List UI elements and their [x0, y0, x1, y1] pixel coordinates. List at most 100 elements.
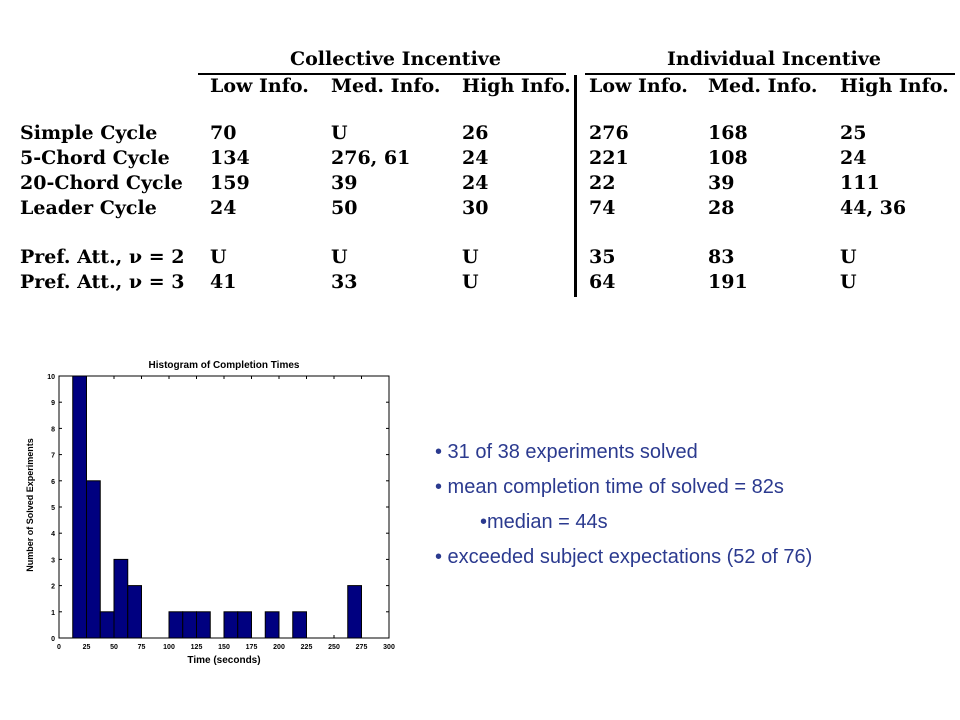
histogram-bar	[292, 611, 307, 639]
histogram-bar	[182, 611, 197, 639]
table-cell: U	[210, 246, 227, 268]
table-cell: 22	[589, 172, 616, 194]
histogram-bar	[264, 611, 280, 639]
x-tick-label: 175	[246, 644, 258, 651]
histogram-bar	[99, 611, 115, 639]
table-cell: 24	[210, 197, 237, 219]
table-cell: U	[840, 271, 857, 293]
bullet-item: • 31 of 38 experiments solved	[435, 441, 698, 463]
table-cell: 33	[331, 271, 358, 293]
x-tick-label: 0	[57, 644, 61, 651]
y-tick-label: 2	[51, 584, 55, 591]
histogram-bar	[223, 611, 239, 639]
y-tick-label: 6	[51, 479, 55, 486]
row-label: Leader Cycle	[20, 197, 157, 219]
table-cell: 276	[589, 122, 629, 144]
table-cell: U	[331, 246, 348, 268]
table-cell: 168	[708, 122, 748, 144]
y-tick-label: 8	[51, 426, 55, 433]
col-header: Med. Info.	[331, 75, 441, 97]
col-header: Low Info.	[589, 75, 688, 97]
table-cell: 24	[840, 147, 867, 169]
results-table: Collective Incentive Individual Incentiv…	[0, 0, 960, 320]
table-cell: U	[840, 246, 857, 268]
table-cell: 64	[589, 271, 616, 293]
table-cell: 39	[708, 172, 735, 194]
completion-time-histogram: Histogram of Completion Times Number of …	[25, 360, 395, 666]
histogram-bar	[86, 480, 101, 639]
y-tick-label: 5	[51, 505, 55, 512]
row-label: 20-Chord Cycle	[20, 172, 183, 194]
table-cell: U	[462, 271, 479, 293]
y-tick-label: 1	[51, 610, 55, 617]
table-cell: 191	[708, 271, 748, 293]
group-header-individual: Individual Incentive	[667, 48, 882, 70]
histogram-bar	[347, 585, 362, 639]
y-axis-label: Number of Solved Experiments	[25, 438, 35, 572]
row-label: Pref. Att., ν = 3	[20, 271, 185, 293]
table-cell: U	[331, 122, 348, 144]
table-cell: 30	[462, 197, 489, 219]
y-tick-label: 0	[51, 636, 55, 643]
table-cell: 24	[462, 147, 489, 169]
group-header-collective: Collective Incentive	[290, 48, 501, 70]
x-tick-label: 50	[110, 644, 118, 651]
x-tick-label: 225	[301, 644, 313, 651]
x-tick-label: 250	[328, 644, 340, 651]
table-cell: 41	[210, 271, 237, 293]
col-header: High Info.	[462, 75, 571, 97]
table-cell: 44, 36	[840, 197, 907, 219]
x-tick-label: 100	[163, 644, 175, 651]
table-cell: 159	[210, 172, 250, 194]
bullet-item: • mean completion time of solved = 82s	[435, 476, 784, 498]
histogram-bar	[168, 611, 184, 639]
plot-frame	[58, 375, 390, 639]
x-tick-label: 275	[356, 644, 368, 651]
y-tick-label: 9	[51, 400, 55, 407]
table-cell: U	[462, 246, 479, 268]
y-tick-label: 10	[47, 374, 55, 381]
histogram-bar	[127, 585, 142, 639]
table-cell: 276, 61	[331, 147, 411, 169]
row-label: Simple Cycle	[20, 122, 158, 144]
x-tick-label: 300	[383, 644, 395, 651]
table-cell: 70	[210, 122, 237, 144]
table-cell: 221	[589, 147, 629, 169]
col-header: High Info.	[840, 75, 949, 97]
header-rule-individual	[585, 73, 955, 75]
x-axis-label: Time (seconds)	[187, 655, 260, 666]
histogram-bar	[72, 375, 87, 639]
table-cell: 111	[840, 172, 880, 194]
row-label: 5-Chord Cycle	[20, 147, 170, 169]
table-cell: 74	[589, 197, 616, 219]
incentive-divider	[574, 75, 577, 297]
chart-title: Histogram of Completion Times	[149, 360, 300, 371]
bullet-item: •median = 44s	[480, 511, 608, 533]
table-cell: 26	[462, 122, 489, 144]
y-tick-label: 3	[51, 557, 55, 564]
histogram-bar	[237, 611, 252, 639]
table-cell: 39	[331, 172, 358, 194]
bullet-item: • exceeded subject expectations (52 of 7…	[435, 546, 813, 568]
table-cell: 28	[708, 197, 735, 219]
histogram-bar	[196, 611, 211, 639]
x-tick-label: 75	[138, 644, 146, 651]
table-cell: 35	[589, 246, 616, 268]
table-cell: 25	[840, 122, 867, 144]
header-rule-collective	[198, 73, 566, 75]
y-tick-label: 7	[51, 453, 55, 460]
row-label: Pref. Att., ν = 2	[20, 246, 185, 268]
histogram-bar	[113, 558, 129, 639]
x-tick-label: 25	[83, 644, 91, 651]
table-cell: 24	[462, 172, 489, 194]
x-tick-label: 200	[273, 644, 285, 651]
y-tick-label: 4	[51, 531, 55, 538]
table-cell: 83	[708, 246, 735, 268]
table-cell: 50	[331, 197, 358, 219]
x-tick-label: 125	[191, 644, 203, 651]
table-cell: 134	[210, 147, 250, 169]
table-cell: 108	[708, 147, 748, 169]
col-header: Med. Info.	[708, 75, 818, 97]
x-tick-label: 150	[218, 644, 230, 651]
col-header: Low Info.	[210, 75, 309, 97]
